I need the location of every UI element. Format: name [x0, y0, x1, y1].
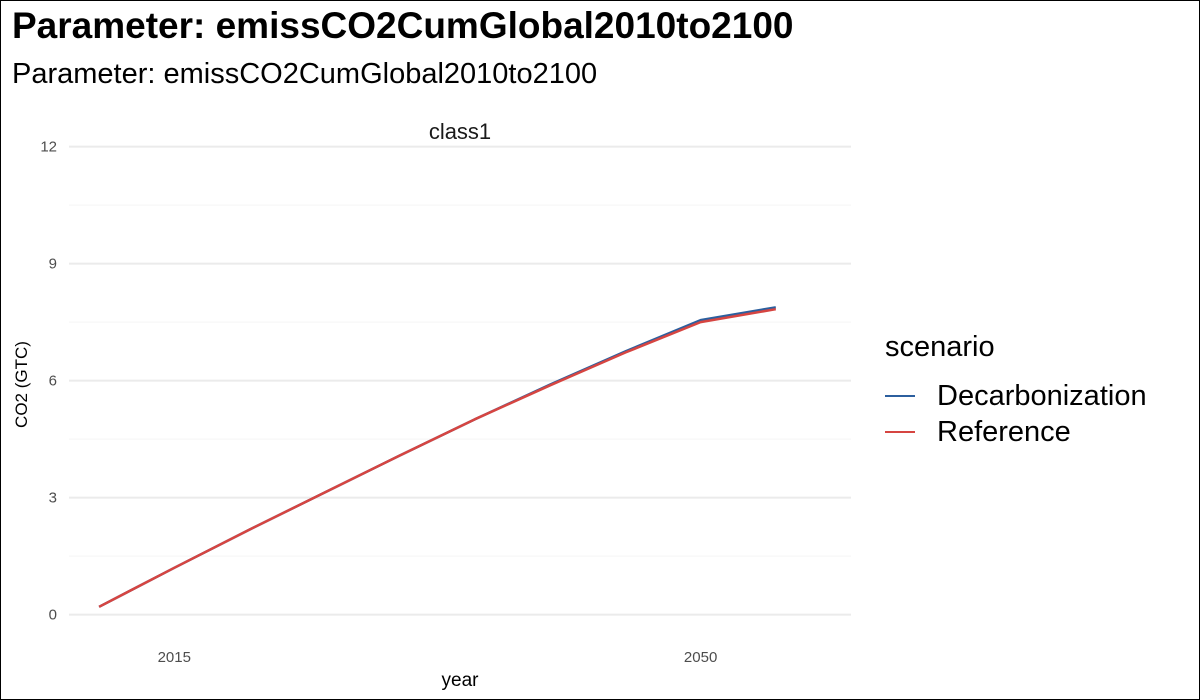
y-tick-label-12: 12 — [40, 139, 57, 156]
chart-subtitle: Parameter: emissCO2CumGlobal2010to2100 — [12, 58, 598, 90]
y-axis-title: CO2 (GTC) — [12, 341, 31, 428]
facet-label: class1 — [429, 119, 491, 144]
y-tick-label-6: 6 — [49, 373, 57, 390]
x-tick-label-2050: 2050 — [684, 649, 717, 666]
x-tick-label-2015: 2015 — [158, 649, 191, 666]
legend-label-decarbonization: Decarbonization — [937, 379, 1147, 412]
legend-title: scenario — [885, 331, 995, 363]
legend-item-decarbonization: Decarbonization — [885, 378, 1147, 414]
series-line-reference — [98, 307, 777, 608]
legend-item-reference: Reference — [885, 414, 1147, 450]
legend: scenario Decarbonization Reference — [885, 331, 1147, 450]
legend-label-reference: Reference — [937, 415, 1071, 448]
series-line-decarbonization — [98, 306, 777, 608]
chart-title: Parameter: emissCO2CumGlobal2010to2100 — [12, 5, 794, 46]
legend-key-decarbonization — [885, 395, 915, 397]
x-axis-title: year — [442, 670, 480, 691]
y-tick-label-0: 0 — [49, 607, 57, 624]
y-tick-label-3: 3 — [49, 490, 57, 507]
legend-key-reference — [885, 431, 915, 433]
y-tick-label-9: 9 — [49, 256, 57, 273]
